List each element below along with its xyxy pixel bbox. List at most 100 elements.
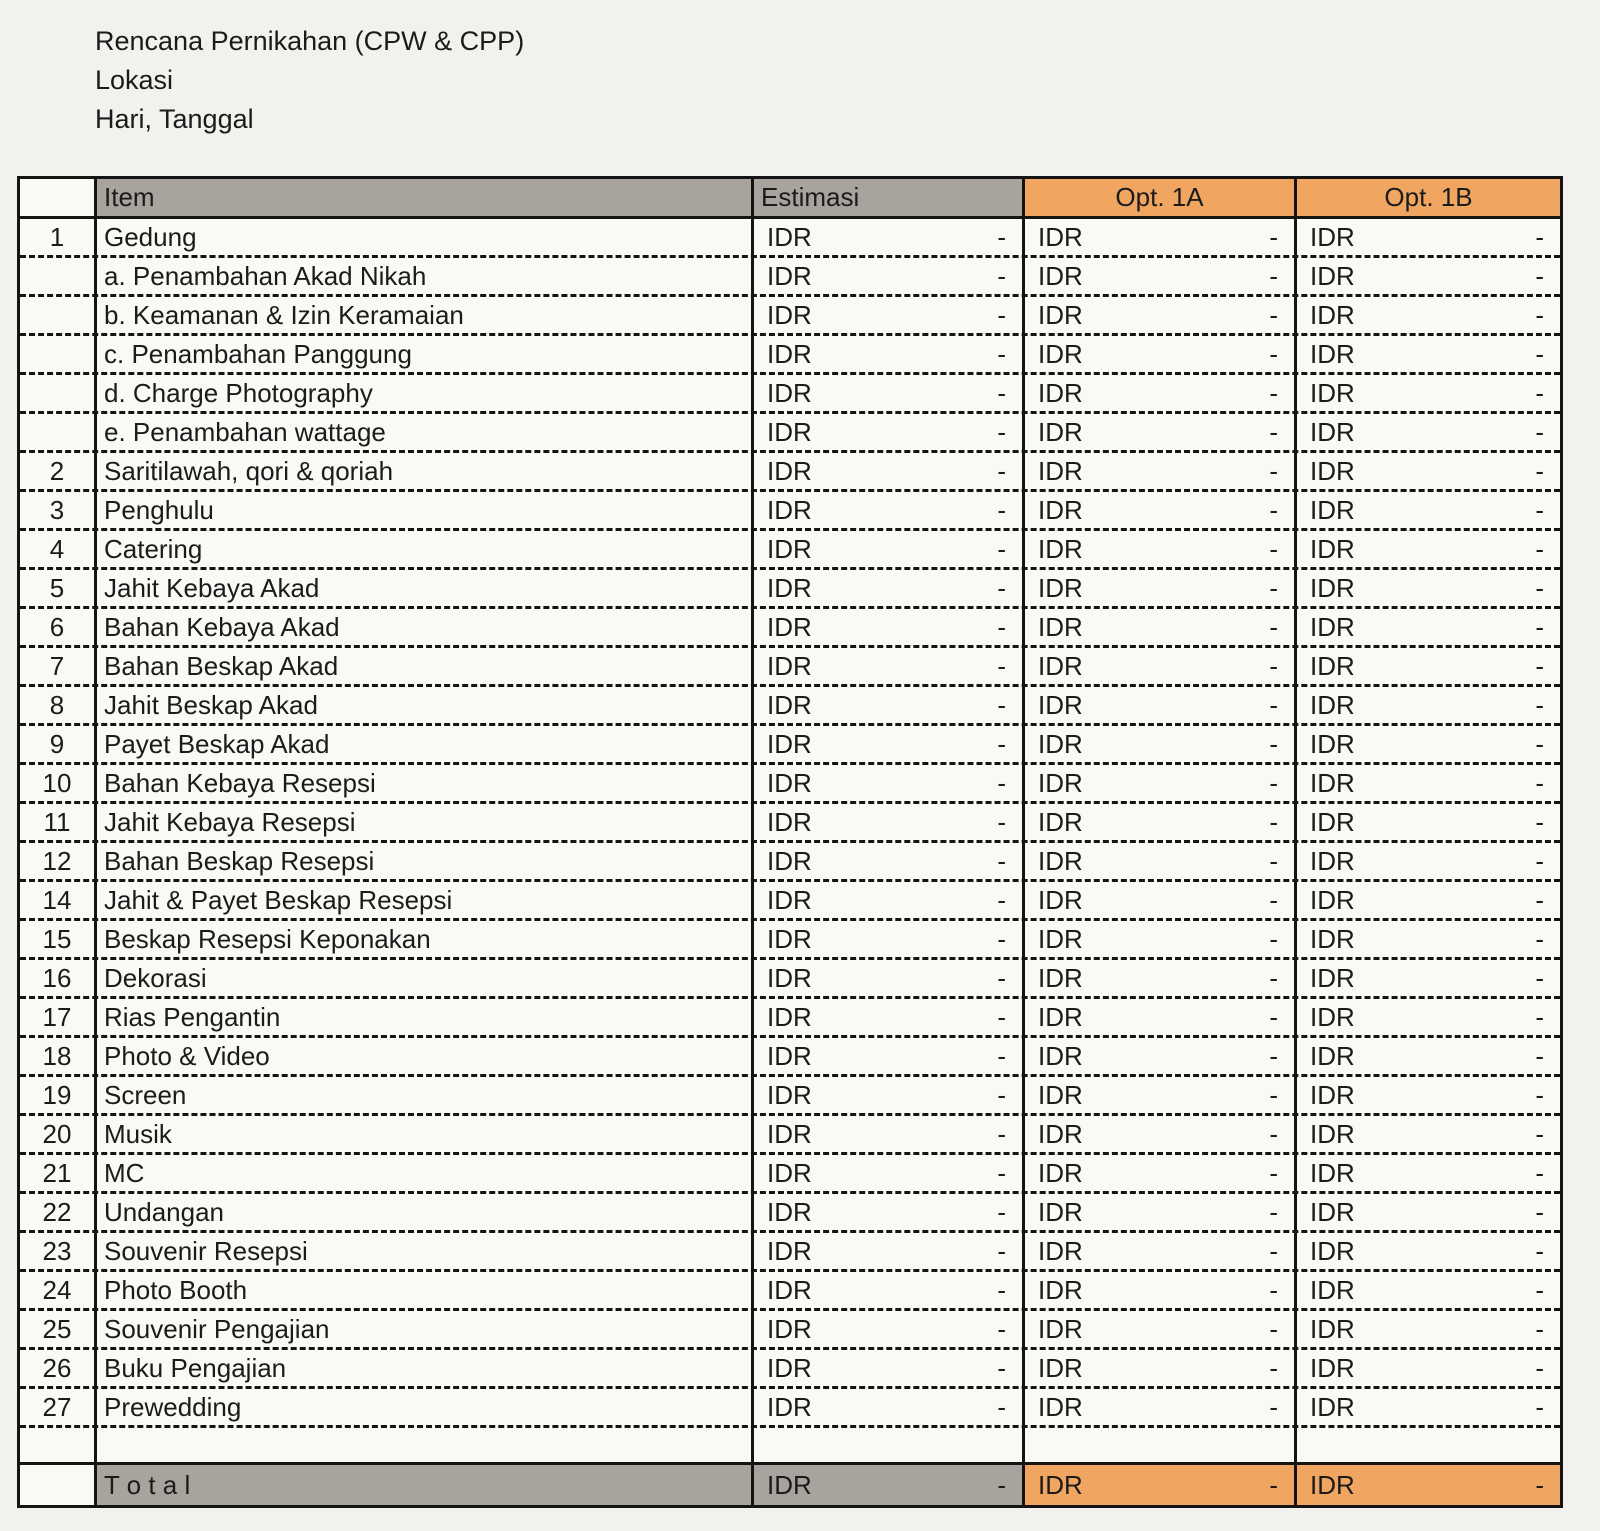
amount-value: -	[1269, 1118, 1278, 1149]
item-label: d. Charge Photography	[94, 375, 751, 411]
row-number: 9	[20, 726, 94, 762]
table-header-row: Item Estimasi Opt. 1A Opt. 1B	[20, 179, 1560, 219]
currency-code: IDR	[1310, 962, 1355, 993]
amount-value: -	[997, 845, 1006, 876]
budget-table: Item Estimasi Opt. 1A Opt. 1B 1 Gedung IDR…	[17, 176, 1563, 1508]
currency-code: IDR	[1310, 1391, 1355, 1422]
opt1a-cell: IDR -	[1022, 648, 1294, 684]
amount-value: -	[1535, 1235, 1544, 1266]
item-label: Jahit Kebaya Akad	[94, 570, 751, 606]
opt1b-cell: IDR -	[1294, 414, 1560, 450]
row-number: 17	[20, 999, 94, 1035]
amount-value: -	[1535, 1001, 1544, 1032]
doc-date: Hari, Tanggal	[95, 104, 254, 134]
amount-value: -	[1269, 884, 1278, 915]
item-label: Souvenir Resepsi	[94, 1233, 751, 1269]
amount-value: -	[997, 338, 1006, 369]
currency-code: IDR	[1310, 1001, 1355, 1032]
currency-code: IDR	[1038, 1313, 1083, 1344]
currency-code: IDR	[767, 689, 812, 720]
currency-code: IDR	[1038, 1079, 1083, 1110]
estimasi-cell: IDR -	[751, 336, 1022, 372]
currency-code: IDR	[1038, 689, 1083, 720]
opt1a-cell: IDR -	[1022, 258, 1294, 294]
item-label: Musik	[94, 1116, 751, 1152]
opt1b-cell: IDR -	[1294, 1077, 1560, 1113]
currency-code: IDR	[767, 845, 812, 876]
table-row: 7 Bahan Beskap Akad IDR - IDR - IDR -	[20, 648, 1560, 687]
estimasi-cell: IDR -	[751, 219, 1022, 255]
table-row: 18 Photo & Video IDR - IDR - IDR -	[20, 1038, 1560, 1077]
currency-code: IDR	[1038, 1469, 1083, 1500]
amount-value: -	[997, 728, 1006, 759]
amount-value: -	[997, 1235, 1006, 1266]
opt1b-cell: IDR -	[1294, 1311, 1560, 1347]
item-label: Buku Pengajian	[94, 1350, 751, 1386]
currency-code: IDR	[1310, 1196, 1355, 1227]
amount-value: -	[1269, 728, 1278, 759]
opt1b-cell: IDR -	[1294, 960, 1560, 996]
currency-code: IDR	[1310, 1118, 1355, 1149]
estimasi-cell: IDR -	[751, 258, 1022, 294]
amount-value: -	[1535, 455, 1544, 486]
opt1a-cell: IDR -	[1022, 570, 1294, 606]
currency-code: IDR	[767, 1001, 812, 1032]
row-number: 1	[20, 219, 94, 255]
opt1a-cell: IDR -	[1022, 1272, 1294, 1308]
currency-code: IDR	[767, 299, 812, 330]
amount-value: -	[1269, 455, 1278, 486]
amount-value: -	[1535, 1352, 1544, 1383]
amount-value: -	[997, 1313, 1006, 1344]
opt1b-cell: IDR -	[1294, 999, 1560, 1035]
header-opt1b-cell: Opt. 1B	[1294, 179, 1560, 216]
amount-value: -	[1535, 1040, 1544, 1071]
amount-value: -	[997, 299, 1006, 330]
item-label: Catering	[94, 531, 751, 567]
opt1a-cell: IDR -	[1022, 375, 1294, 411]
estimasi-cell: IDR -	[751, 492, 1022, 528]
currency-code: IDR	[767, 884, 812, 915]
item-label: Prewedding	[94, 1389, 751, 1425]
opt1b-cell: IDR -	[1294, 726, 1560, 762]
amount-value: -	[1269, 962, 1278, 993]
amount-value: -	[1535, 1469, 1544, 1500]
item-label	[94, 1428, 751, 1462]
amount-value: -	[1269, 533, 1278, 564]
row-number: 4	[20, 531, 94, 567]
item-label: Souvenir Pengajian	[94, 1311, 751, 1347]
opt1b-cell: IDR -	[1294, 336, 1560, 372]
table-row: 10 Bahan Kebaya Resepsi IDR - IDR - IDR -	[20, 765, 1560, 804]
item-label: Dekorasi	[94, 960, 751, 996]
estimasi-cell: IDR -	[751, 1311, 1022, 1347]
currency-code: IDR	[1038, 494, 1083, 525]
currency-code: IDR	[1038, 572, 1083, 603]
total-opt1a-cell: IDR -	[1022, 1465, 1294, 1505]
row-number	[20, 414, 94, 450]
opt1a-cell: IDR -	[1022, 726, 1294, 762]
estimasi-cell: IDR -	[751, 375, 1022, 411]
estimasi-cell: IDR -	[751, 843, 1022, 879]
item-label: Penghulu	[94, 492, 751, 528]
currency-code: IDR	[1038, 1040, 1083, 1071]
row-number: 22	[20, 1194, 94, 1230]
total-estimasi-cell: IDR -	[751, 1465, 1022, 1505]
currency-code: IDR	[1310, 611, 1355, 642]
currency-code: IDR	[1310, 1352, 1355, 1383]
currency-code: IDR	[1038, 416, 1083, 447]
currency-code: IDR	[1310, 299, 1355, 330]
amount-value: -	[1535, 260, 1544, 291]
amount-value: -	[1535, 767, 1544, 798]
row-number	[20, 258, 94, 294]
amount-value: -	[997, 1274, 1006, 1305]
item-label: Gedung	[94, 219, 751, 255]
currency-code: IDR	[1310, 845, 1355, 876]
amount-value: -	[1269, 650, 1278, 681]
amount-value: -	[1269, 1235, 1278, 1266]
table-row: 26 Buku Pengajian IDR - IDR - IDR -	[20, 1350, 1560, 1389]
item-label: Jahit & Payet Beskap Resepsi	[94, 882, 751, 918]
estimasi-cell: IDR -	[751, 687, 1022, 723]
amount-value: -	[997, 1196, 1006, 1227]
row-number: 19	[20, 1077, 94, 1113]
item-label: c. Penambahan Panggung	[94, 336, 751, 372]
amount-value: -	[997, 494, 1006, 525]
